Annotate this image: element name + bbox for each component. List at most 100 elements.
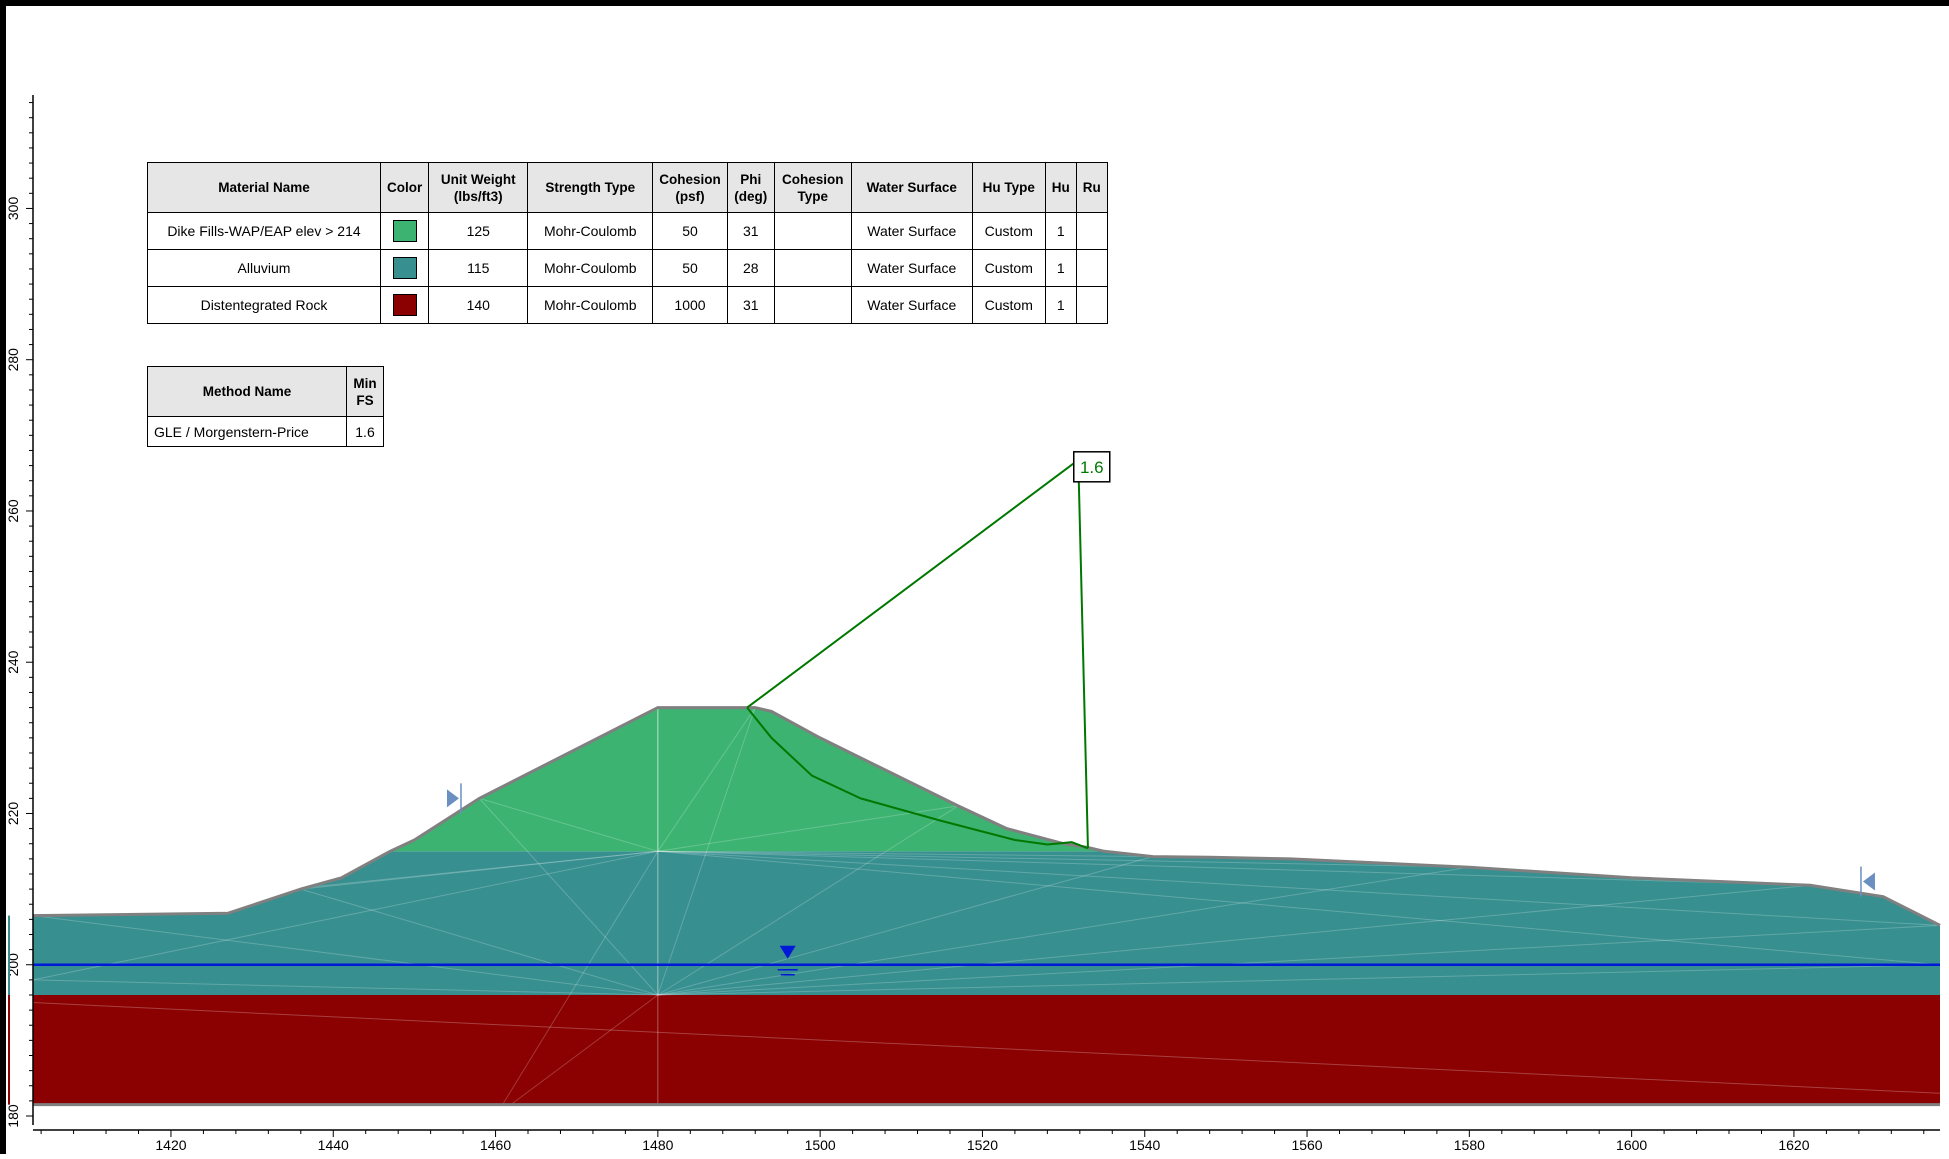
col-min-fs: Min FS (346, 366, 384, 417)
x-axis-tick-label: 1580 (1454, 1137, 1485, 1153)
material-unit-weight-cell: 125 (428, 212, 529, 250)
mesh-line (657, 884, 1811, 996)
mesh-line (657, 856, 1153, 996)
material-phi-cell: 31 (726, 212, 775, 250)
min-fs-cell: 1.6 (346, 416, 384, 447)
col-unit-weight: Unit Weight (lbs/ft3) (428, 162, 529, 213)
table-row: Alluvium 115 Mohr-Coulomb 50 28 Water Surface… (147, 249, 1108, 287)
x-axis-tick-label: 1520 (967, 1137, 998, 1153)
x-axis-tick-label: 1500 (805, 1137, 836, 1153)
slope-limit-marker (1862, 872, 1875, 891)
y-axis-tick-label: 300 (5, 197, 21, 221)
fs-label: 1.6 (1080, 458, 1104, 477)
col-method-name: Method Name (147, 366, 347, 417)
material-hu-type-cell: Custom (971, 212, 1046, 250)
y-axis-tick-label: 180 (5, 1104, 21, 1128)
col-color: Color (379, 162, 430, 213)
alluvium-layer (33, 851, 1940, 995)
mesh-line (657, 805, 959, 996)
mesh-line (300, 888, 658, 996)
material-phi-cell: 28 (726, 249, 775, 287)
mesh-line (479, 797, 658, 852)
mesh-line (32, 915, 658, 996)
material-color-cell (379, 286, 430, 324)
col-cohesion-type: Cohesion Type (773, 162, 852, 213)
mesh-line (657, 850, 1811, 886)
material-strength-type-cell: Mohr-Coulomb (527, 249, 654, 287)
material-strength-type-cell: Mohr-Coulomb (527, 286, 654, 324)
material-cohesion-type-cell (773, 212, 852, 250)
slope-limit-marker (446, 789, 459, 808)
water-table-marker (779, 945, 796, 959)
material-unit-weight-cell: 140 (428, 286, 529, 324)
material-color-swatch (392, 257, 417, 279)
material-ru-cell (1075, 249, 1108, 287)
y-axis-tick-label: 240 (5, 650, 21, 674)
col-phi: Phi (deg) (726, 162, 775, 213)
y-axis-tick-label: 220 (5, 802, 21, 826)
ground-surface-line (32, 706, 1941, 927)
y-axis-tick-label: 260 (5, 499, 21, 523)
mesh-line (657, 866, 1470, 996)
table-row: Distentegrated Rock 140 Mohr-Coulomb 1000 31… (147, 286, 1108, 324)
x-axis-tick-label: 1420 (155, 1137, 186, 1153)
x-axis-tick-label: 1560 (1291, 1137, 1322, 1153)
y-axis-tick-label: 200 (5, 953, 21, 977)
materials-table: Material Name Color Unit Weight (lbs/ft3… (147, 162, 1108, 324)
material-cohesion-cell: 1000 (652, 286, 728, 324)
mesh-line (32, 850, 658, 981)
table-row: Dike Fills-WAP/EAP elev > 214 125 Mohr-Cou… (147, 212, 1108, 250)
x-axis-tick-label: 1540 (1129, 1137, 1160, 1153)
col-material-name: Material Name (147, 162, 381, 213)
material-color-swatch (392, 294, 417, 316)
mesh-line (657, 707, 756, 852)
material-hu-cell: 1 (1044, 286, 1077, 324)
col-water-surface: Water Surface (850, 162, 973, 213)
x-axis-tick-label: 1460 (480, 1137, 511, 1153)
material-hu-type-cell: Custom (971, 249, 1046, 287)
fs-label-box (1073, 451, 1111, 483)
mesh-line (32, 850, 658, 917)
mesh-line (657, 850, 1941, 926)
col-ru: Ru (1075, 162, 1108, 213)
method-name-cell: GLE / Morgenstern-Price (147, 416, 347, 447)
material-water-surface-cell: Water Surface (850, 286, 973, 324)
col-cohesion: Cohesion (psf) (652, 162, 728, 213)
mesh-line (495, 994, 659, 1117)
material-name-cell: Alluvium (147, 249, 381, 287)
material-cohesion-cell: 50 (652, 249, 728, 287)
material-hu-type-cell: Custom (971, 286, 1046, 324)
material-name-cell: Dike Fills-WAP/EAP elev > 214 (147, 212, 381, 250)
mesh-line (657, 850, 1153, 858)
mesh-line (657, 924, 1941, 996)
material-color-swatch (392, 220, 417, 242)
mesh-line (32, 1002, 1941, 1094)
material-water-surface-cell: Water Surface (850, 249, 973, 287)
material-cohesion-type-cell (773, 249, 852, 287)
mesh-line (495, 851, 659, 1117)
material-hu-cell: 1 (1044, 212, 1077, 250)
material-phi-cell: 31 (726, 286, 775, 324)
material-color-cell (379, 212, 430, 250)
dike-fill-layer (390, 707, 1113, 852)
top-border (0, 0, 1949, 6)
x-axis-tick-label: 1480 (642, 1137, 673, 1153)
material-strength-type-cell: Mohr-Coulomb (527, 212, 654, 250)
material-ru-cell (1075, 286, 1108, 324)
x-axis-tick-label: 1620 (1778, 1137, 1809, 1153)
mesh-line (478, 798, 659, 996)
mesh-line (657, 707, 756, 996)
material-ru-cell (1075, 212, 1108, 250)
table-row: GLE / Morgenstern-Price 1.6 (147, 416, 384, 447)
mesh-line (657, 850, 1470, 868)
material-name-cell: Distentegrated Rock (147, 286, 381, 324)
mesh-line (657, 850, 1941, 966)
material-unit-weight-cell: 115 (428, 249, 529, 287)
col-hu-type: Hu Type (971, 162, 1046, 213)
mesh-line (32, 979, 658, 996)
slip-radius-line (1077, 479, 1089, 849)
rock-layer (33, 995, 1940, 1105)
material-cohesion-cell: 50 (652, 212, 728, 250)
col-strength-type: Strength Type (527, 162, 654, 213)
